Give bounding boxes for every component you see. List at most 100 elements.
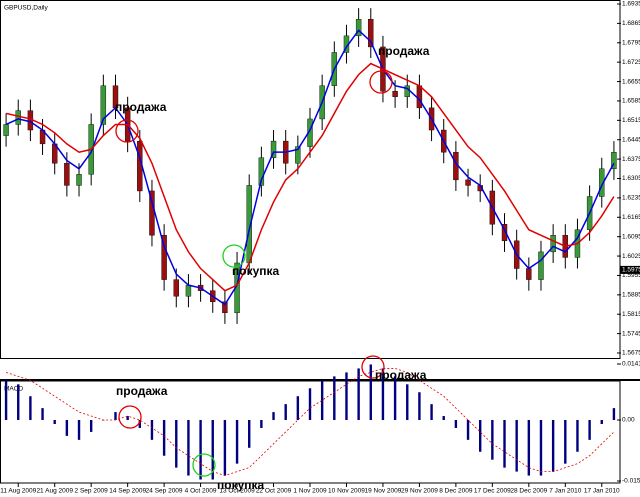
- x-tick-label: 7 Jan 2010: [549, 488, 582, 495]
- macd-bar: [539, 420, 543, 476]
- y-tick-label: 1.6795: [622, 39, 640, 46]
- x-tick-label: 1 Nov 2009: [293, 488, 327, 495]
- y-tick-label: 1.6305: [622, 175, 640, 182]
- current-price-label: 1.5975: [622, 267, 640, 274]
- candle-body: [173, 279, 179, 297]
- candle-body: [416, 85, 423, 109]
- macd-bar: [357, 368, 360, 421]
- macd-bar: [175, 420, 178, 468]
- annotation-text: продажа: [378, 44, 430, 58]
- candle-body: [550, 235, 556, 253]
- current-price-box: [620, 265, 640, 274]
- macd-bar: [296, 396, 300, 421]
- annotation-circle: [361, 355, 385, 379]
- macd-bar: [345, 372, 348, 421]
- macd-bar: [418, 392, 421, 421]
- macd-bar: [41, 408, 44, 421]
- x-tick-label: 10 Nov 2009: [328, 488, 365, 495]
- annotation-circle: [222, 244, 246, 268]
- macd-bar: [284, 404, 287, 421]
- x-tick-label: 17 Jan 2010: [584, 488, 620, 495]
- macd-bar: [454, 420, 458, 428]
- chart-title: GBPUSD,Daily: [4, 5, 48, 12]
- macd-bar: [162, 420, 166, 456]
- x-tick-label: 14 Sep 2009: [109, 488, 146, 495]
- y-tick-label: 1.6375: [622, 156, 640, 163]
- macd-bar: [126, 416, 129, 421]
- candle-body: [15, 110, 21, 125]
- macd-bar: [272, 412, 275, 421]
- macd-title: MACD: [4, 386, 23, 393]
- candle-body: [611, 151, 617, 170]
- macd-bar: [29, 396, 32, 421]
- macd-bar: [612, 408, 616, 421]
- x-tick-label: 4 Oct 2009: [185, 488, 217, 495]
- macd-bar: [89, 420, 93, 432]
- macd-bar: [491, 420, 494, 460]
- y-tick-label: 0.01412: [622, 361, 640, 368]
- candle-body: [222, 301, 228, 314]
- x-tick-label: 2 Sep 2009: [75, 488, 109, 495]
- candle-body: [185, 284, 192, 297]
- price-panel: [0, 0, 621, 359]
- candle-body: [501, 224, 508, 242]
- macd-bar: [406, 384, 409, 421]
- macd-bar: [430, 404, 433, 421]
- macd-bar: [235, 420, 239, 464]
- macd-bar: [393, 376, 397, 421]
- y-tick-label: 1.6165: [622, 214, 640, 221]
- annotation-circle: [192, 453, 216, 477]
- macd-bar: [150, 420, 154, 440]
- annotation-text: продажа: [375, 368, 427, 382]
- annotation-text: покупка: [232, 264, 280, 278]
- macd-bar: [260, 420, 263, 428]
- candle-body: [258, 157, 265, 186]
- moving-average: [5, 62, 615, 292]
- y-tick-label: 1.6025: [622, 253, 640, 260]
- macd-bar: [551, 420, 555, 472]
- macd-bar: [114, 412, 117, 421]
- y-tick-label: 1.5885: [622, 292, 640, 299]
- macd-bar: [515, 420, 518, 472]
- macd-bar: [466, 420, 470, 440]
- macd-bar: [65, 420, 69, 436]
- annotation-text: покупка: [217, 478, 265, 492]
- macd-bar: [564, 420, 567, 464]
- annotation-text: продажа: [115, 100, 167, 114]
- x-tick-label: 22 Oct 2009: [256, 488, 292, 495]
- candle-body: [3, 124, 9, 136]
- macd-bar: [53, 420, 56, 424]
- annotation-circle: [115, 119, 139, 143]
- x-tick-label: 28 Dec 2009: [510, 488, 547, 495]
- y-tick-label: 1.5815: [622, 311, 640, 318]
- macd-bar: [223, 420, 227, 476]
- y-tick-label: 1.6935: [622, 1, 640, 8]
- macd-bar: [600, 420, 603, 424]
- candle-body: [538, 251, 544, 280]
- y-tick-label: 1.6585: [622, 98, 640, 105]
- macd-bar: [248, 420, 251, 448]
- x-tick-label: 19 Nov 2009: [365, 488, 402, 495]
- y-tick-label: 1.6235: [622, 195, 640, 202]
- macd-bar: [4, 380, 8, 421]
- candle-body: [526, 268, 532, 280]
- macd-bar: [442, 416, 445, 421]
- x-tick-label: 8 Dec 2009: [439, 488, 473, 495]
- y-tick-label: 1.6515: [622, 117, 640, 124]
- candle-body: [599, 168, 605, 197]
- x-tick-label: 29 Nov 2009: [401, 488, 438, 495]
- y-tick-label: 1.6725: [622, 59, 640, 66]
- candle-body: [76, 174, 82, 186]
- macd-bar: [17, 384, 20, 421]
- x-tick-label: 17 Dec 2009: [474, 488, 511, 495]
- macd-signal: [5, 368, 615, 476]
- macd-bar: [138, 420, 142, 428]
- annotation-text: продажа: [116, 384, 168, 398]
- macd-bar: [320, 380, 324, 421]
- macd-bar: [211, 420, 214, 480]
- macd-bar: [503, 420, 506, 468]
- y-tick-label: 1.6655: [622, 78, 640, 85]
- moving-average: [5, 29, 615, 306]
- annotation-circle: [118, 405, 142, 429]
